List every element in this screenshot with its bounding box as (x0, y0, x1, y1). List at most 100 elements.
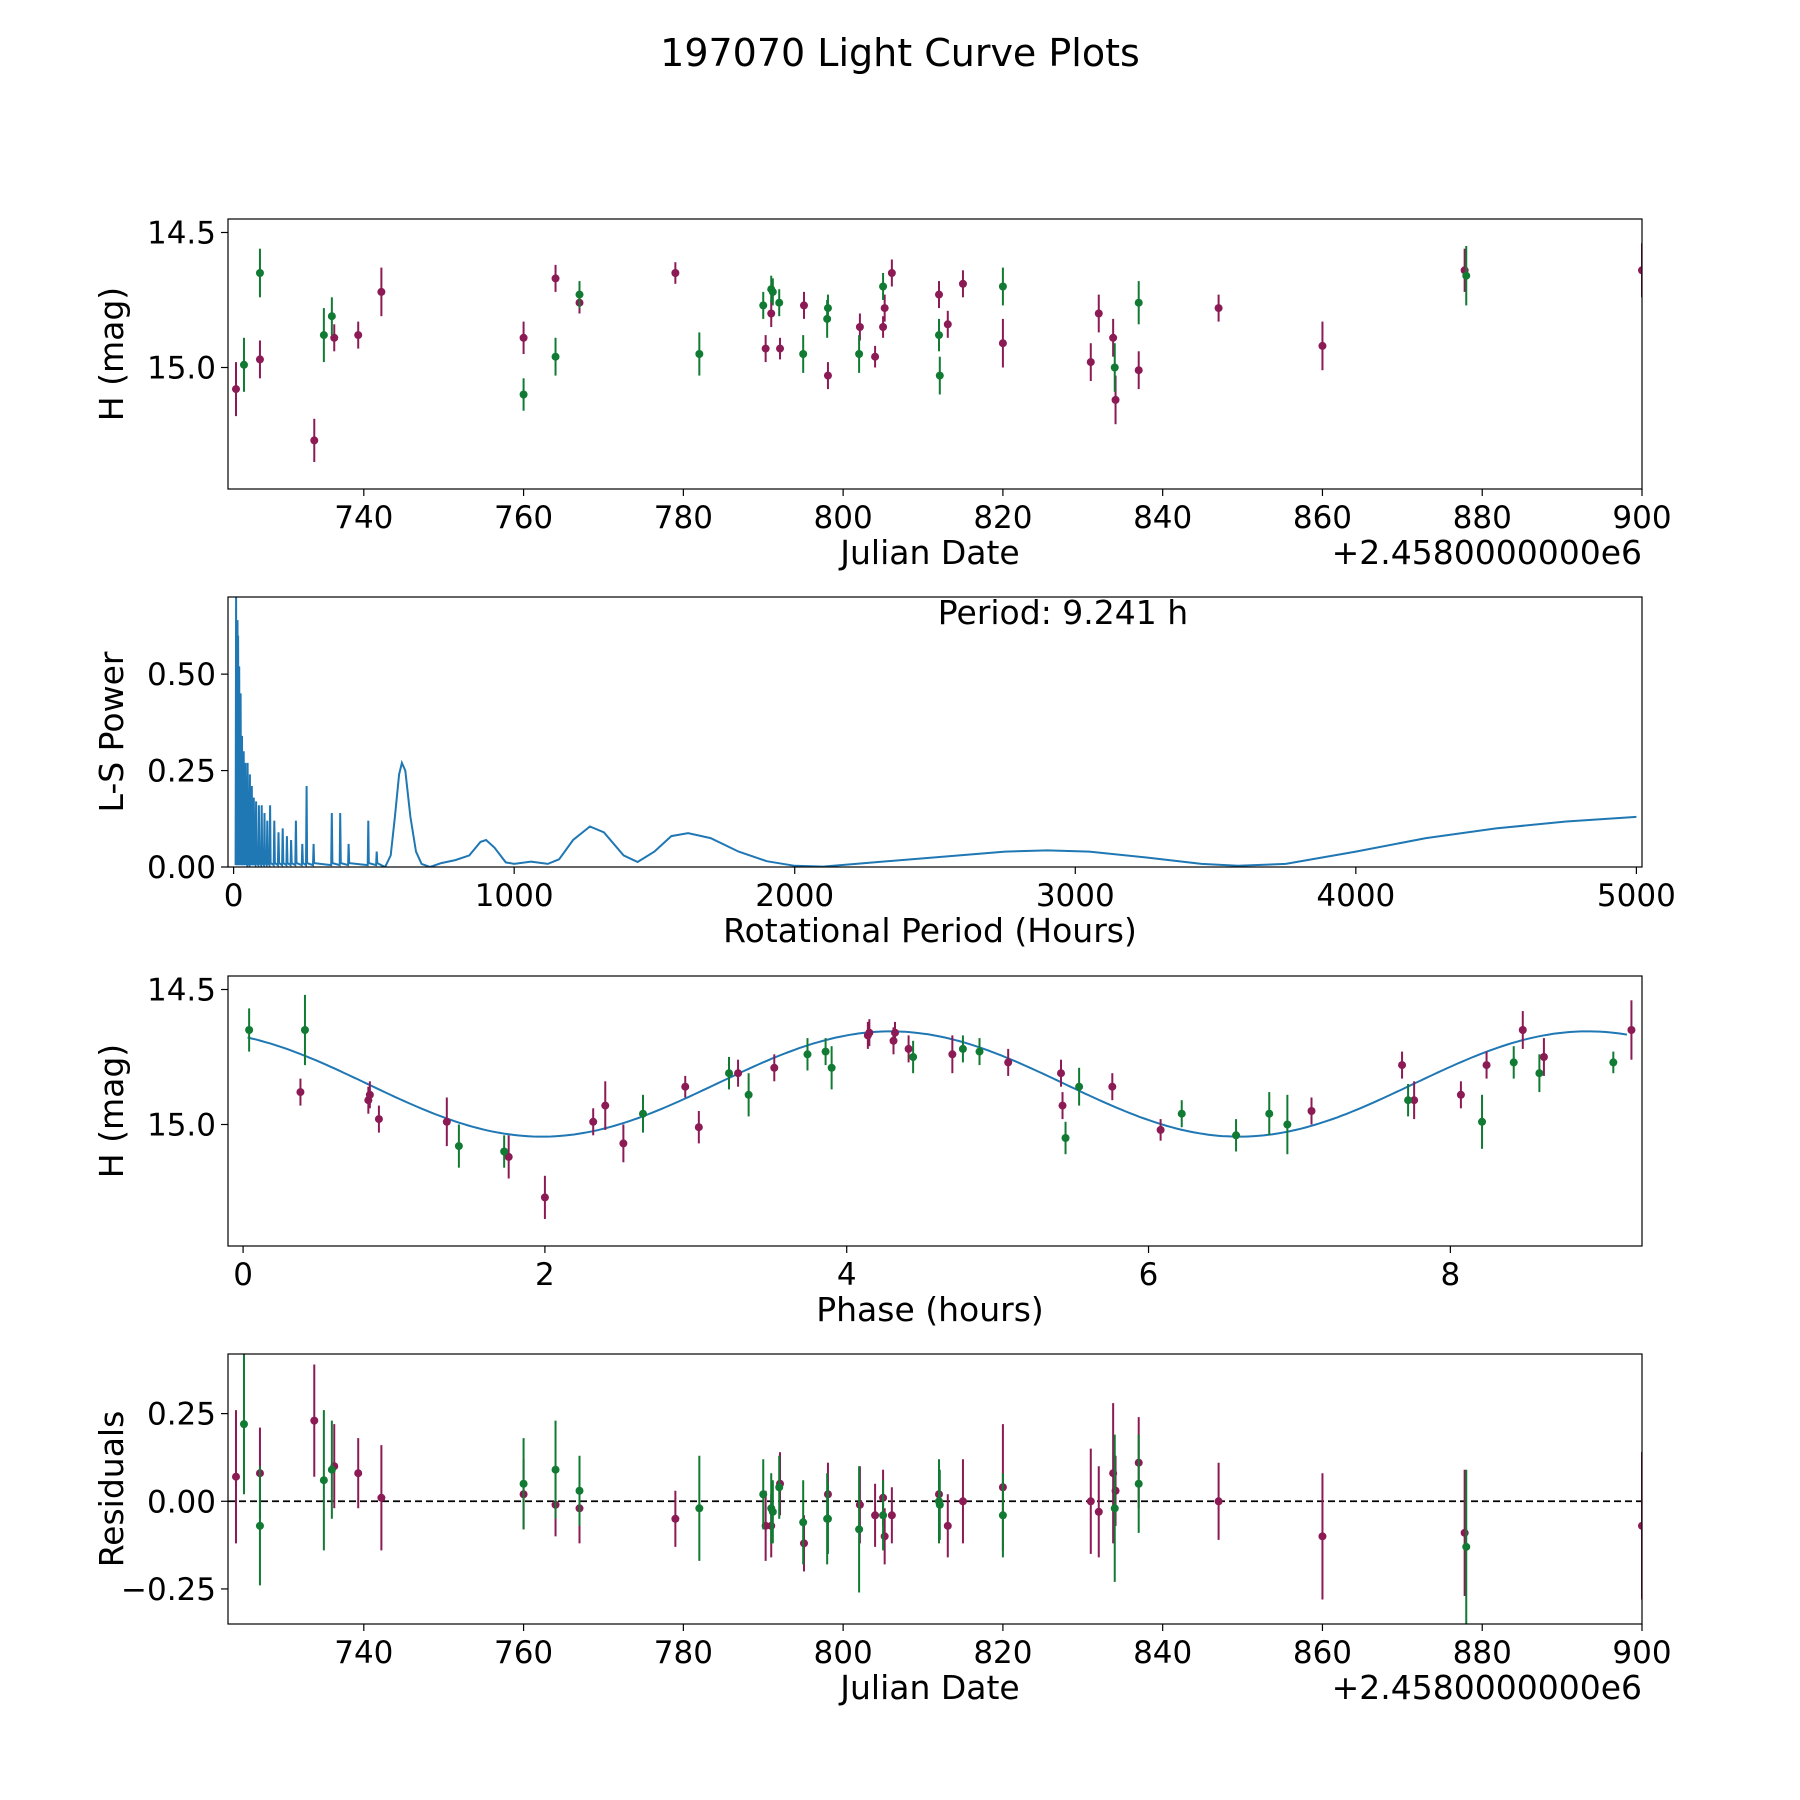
data-point (1110, 363, 1119, 372)
x-tick-label: 840 (1133, 1635, 1192, 1671)
data-point (767, 309, 776, 318)
panel-residuals: 740 760 780 800 820 840 860 880 900 −0.25 0.00 0.25… (92, 1353, 1672, 1707)
data-point (1108, 1082, 1117, 1091)
data-point (1460, 1528, 1469, 1537)
x-tick-label: 840 (1133, 500, 1192, 536)
x-axis-label: Phase (hours) (816, 1290, 1044, 1329)
data-point (879, 282, 888, 291)
data-point (1086, 1497, 1095, 1506)
data-point (1283, 1120, 1292, 1129)
figure-title: 197070 Light Curve Plots (660, 31, 1140, 75)
data-point (759, 301, 768, 310)
data-point (855, 323, 864, 331)
x-tick-label: 6 (1139, 1257, 1159, 1293)
x-tick-label: 4000 (1316, 878, 1395, 914)
data-point (1462, 271, 1471, 280)
data-point (1318, 341, 1327, 350)
data-point (1638, 266, 1642, 275)
data-point (909, 1053, 918, 1061)
data-point (1134, 366, 1143, 375)
data-point (998, 339, 1007, 348)
data-point (310, 436, 319, 445)
data-point (671, 1514, 680, 1523)
data-point (310, 1416, 319, 1425)
data-point (761, 344, 770, 353)
data-point (799, 301, 808, 310)
data-point (1177, 1109, 1186, 1118)
x-axis-label: Julian Date (838, 1668, 1020, 1707)
data-point (681, 1082, 690, 1091)
data-point (1058, 1101, 1067, 1110)
data-point (935, 371, 944, 380)
plot-area (231, 243, 1642, 462)
data-point (694, 1123, 703, 1132)
y-axis-label: Residuals (92, 1411, 131, 1568)
data-point (1214, 1497, 1223, 1506)
data-point (365, 1090, 374, 1099)
data-point (1539, 1053, 1548, 1061)
data-point (300, 1026, 309, 1034)
x-tick-label: 780 (654, 500, 713, 536)
data-point (775, 1483, 784, 1492)
y-tick-label: 15.0 (147, 1108, 216, 1144)
x-tick-label: 5000 (1597, 878, 1676, 914)
data-point (768, 1507, 777, 1516)
data-point (998, 1511, 1007, 1520)
data-point (880, 304, 889, 313)
y-tick-label: 15.0 (147, 351, 216, 387)
data-point (768, 287, 777, 296)
data-point (803, 1050, 812, 1059)
data-point (887, 1511, 896, 1520)
data-point (725, 1069, 734, 1078)
data-point (519, 333, 528, 342)
panel-light-curve: 740 760 780 800 820 840 860 880 900 14.5 15.0 Julia… (92, 216, 1672, 573)
data-point (296, 1088, 305, 1097)
data-point (551, 1465, 560, 1474)
plot-area (228, 1354, 1642, 1624)
data-point (821, 1047, 830, 1056)
data-point (1456, 1090, 1465, 1099)
data-point (1627, 1026, 1636, 1034)
data-point (1094, 309, 1103, 318)
x-tick-label: 8 (1440, 1257, 1460, 1293)
data-point (504, 1152, 513, 1161)
data-point (775, 298, 784, 307)
data-point (943, 1521, 952, 1530)
data-point (958, 279, 967, 288)
data-point (1214, 304, 1223, 313)
data-point (1110, 1504, 1119, 1513)
data-point (1609, 1058, 1618, 1067)
axes-frame (227, 975, 1643, 1247)
data-point (855, 350, 864, 358)
data-point (891, 1028, 900, 1037)
data-point (958, 1044, 967, 1053)
x-tick-label: 2 (535, 1257, 555, 1293)
data-point (943, 320, 952, 329)
data-point (1307, 1107, 1316, 1115)
x-tick-label: 740 (334, 500, 393, 536)
data-point (319, 331, 328, 340)
data-point (770, 1063, 779, 1072)
data-point (231, 385, 240, 394)
data-point (377, 287, 386, 296)
data-point (865, 1028, 874, 1037)
data-point (889, 1036, 898, 1045)
axes-frame (227, 596, 1643, 868)
data-point (1318, 1532, 1327, 1541)
data-point (948, 1050, 957, 1059)
data-point (759, 1490, 768, 1499)
x-tick-label: 760 (494, 1635, 553, 1671)
data-point (1061, 1134, 1070, 1142)
data-point (239, 1420, 248, 1429)
data-point (231, 1472, 240, 1481)
x-tick-label: 3000 (1036, 878, 1115, 914)
data-point (695, 350, 704, 358)
data-point (519, 390, 528, 399)
data-point (934, 290, 943, 299)
data-point (935, 1500, 944, 1509)
y-tick-label: 14.5 (147, 973, 216, 1009)
data-point (1404, 1096, 1413, 1105)
x-tick-label: 880 (1453, 500, 1512, 536)
data-point (823, 304, 832, 313)
y-tick-label: −0.25 (121, 1572, 216, 1608)
